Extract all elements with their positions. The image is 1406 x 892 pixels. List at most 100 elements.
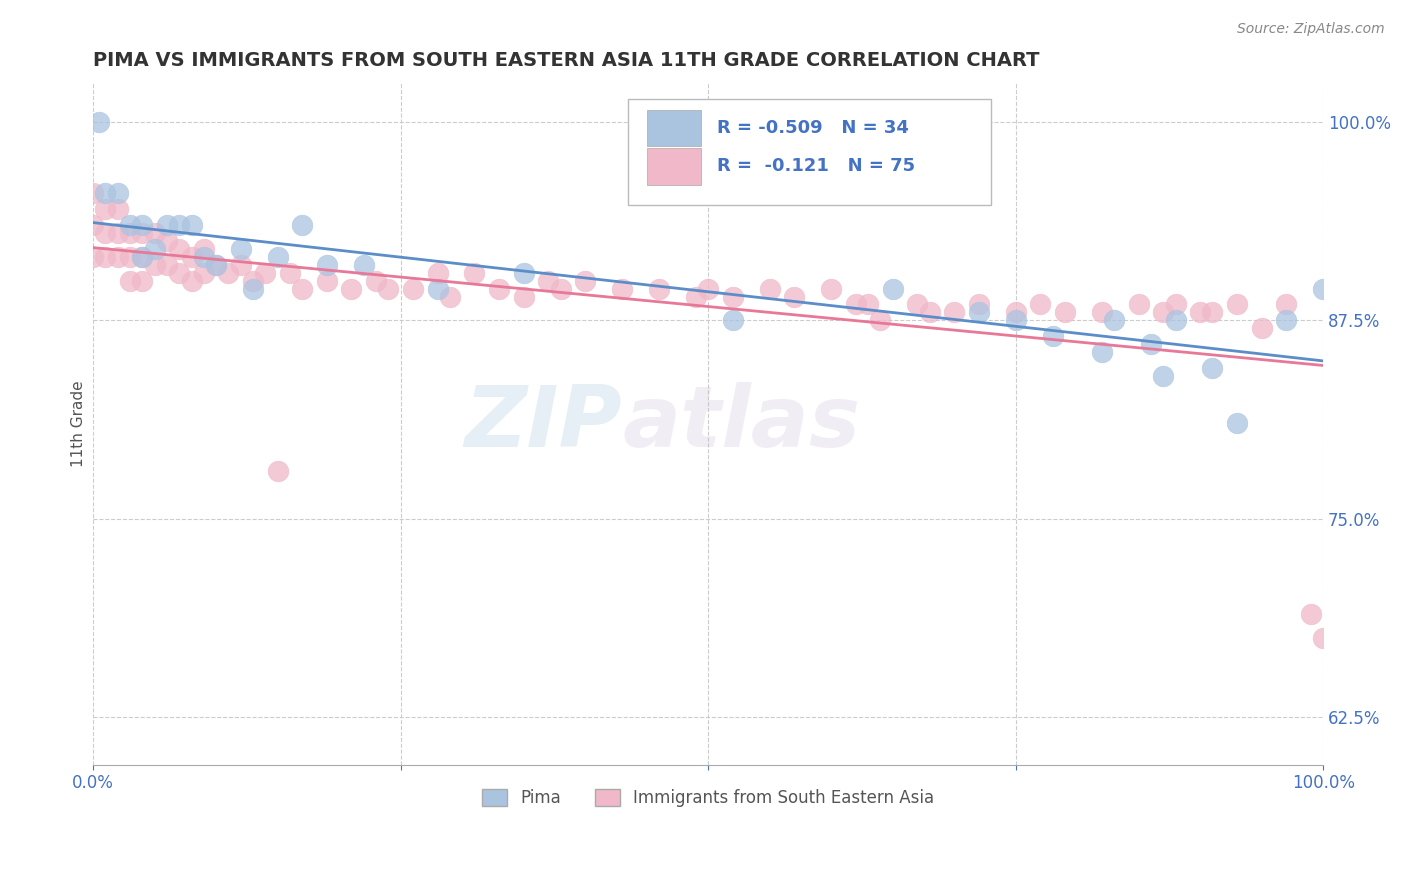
Point <box>463 266 485 280</box>
Point <box>1226 417 1249 431</box>
Point <box>905 297 928 311</box>
Point <box>377 282 399 296</box>
Point <box>120 218 142 232</box>
Point <box>169 266 191 280</box>
Point <box>783 289 806 303</box>
Point <box>1201 360 1223 375</box>
Point <box>278 266 301 280</box>
Point <box>143 226 166 240</box>
Point <box>193 266 215 280</box>
Point <box>1189 305 1212 319</box>
Point <box>758 282 780 296</box>
Point <box>131 274 153 288</box>
Point <box>156 218 179 232</box>
Point <box>82 218 104 232</box>
Point <box>107 186 129 201</box>
Point <box>364 274 387 288</box>
Point <box>721 313 744 327</box>
Point <box>1275 297 1298 311</box>
Point <box>205 258 228 272</box>
Point <box>426 282 449 296</box>
Point <box>218 266 240 280</box>
Text: R = -0.509   N = 34: R = -0.509 N = 34 <box>717 119 908 137</box>
Point <box>1152 305 1174 319</box>
FancyBboxPatch shape <box>647 110 700 146</box>
Point <box>169 218 191 232</box>
Point <box>107 250 129 264</box>
Point <box>1128 297 1150 311</box>
Point <box>180 218 202 232</box>
Point <box>1312 631 1334 645</box>
Point <box>537 274 560 288</box>
Point <box>169 242 191 256</box>
Point <box>845 297 868 311</box>
Text: PIMA VS IMMIGRANTS FROM SOUTH EASTERN ASIA 11TH GRADE CORRELATION CHART: PIMA VS IMMIGRANTS FROM SOUTH EASTERN AS… <box>93 51 1039 70</box>
Point <box>550 282 572 296</box>
Text: Source: ZipAtlas.com: Source: ZipAtlas.com <box>1237 22 1385 37</box>
FancyBboxPatch shape <box>647 148 700 185</box>
Point <box>120 274 142 288</box>
Point <box>340 282 363 296</box>
Point <box>180 274 202 288</box>
Text: atlas: atlas <box>621 382 860 465</box>
FancyBboxPatch shape <box>628 99 991 205</box>
Point <box>353 258 375 272</box>
Point <box>315 258 337 272</box>
Point <box>882 282 904 296</box>
Point <box>229 258 252 272</box>
Point <box>94 202 117 217</box>
Point <box>1299 607 1322 621</box>
Point <box>512 289 534 303</box>
Point <box>242 282 264 296</box>
Point <box>131 226 153 240</box>
Point <box>156 258 179 272</box>
Point <box>943 305 966 319</box>
Point <box>1091 345 1114 359</box>
Point <box>89 115 111 129</box>
Point <box>1029 297 1052 311</box>
Point <box>967 305 990 319</box>
Point <box>1004 313 1026 327</box>
Point <box>1042 329 1064 343</box>
Point <box>1226 297 1249 311</box>
Point <box>131 218 153 232</box>
Point <box>229 242 252 256</box>
Point <box>1140 337 1163 351</box>
Point <box>291 218 314 232</box>
Point <box>1250 321 1272 335</box>
Point <box>1275 313 1298 327</box>
Point <box>918 305 941 319</box>
Point <box>94 186 117 201</box>
Y-axis label: 11th Grade: 11th Grade <box>72 380 86 467</box>
Point <box>193 250 215 264</box>
Point <box>193 242 215 256</box>
Point <box>967 297 990 311</box>
Point <box>131 250 153 264</box>
Point <box>242 274 264 288</box>
Point <box>131 250 153 264</box>
Point <box>1102 313 1125 327</box>
Point <box>120 250 142 264</box>
Point <box>488 282 510 296</box>
Point <box>1164 313 1187 327</box>
Point <box>1053 305 1076 319</box>
Point <box>156 234 179 248</box>
Point <box>266 464 288 478</box>
Point <box>107 202 129 217</box>
Point <box>574 274 596 288</box>
Point <box>1164 297 1187 311</box>
Point <box>180 250 202 264</box>
Point <box>1004 305 1026 319</box>
Point <box>82 250 104 264</box>
Point <box>697 282 720 296</box>
Point <box>1201 305 1223 319</box>
Point <box>120 226 142 240</box>
Point <box>869 313 891 327</box>
Point <box>315 274 337 288</box>
Point <box>254 266 277 280</box>
Point <box>94 226 117 240</box>
Point <box>648 282 671 296</box>
Point <box>94 250 117 264</box>
Point <box>1312 282 1334 296</box>
Point <box>82 186 104 201</box>
